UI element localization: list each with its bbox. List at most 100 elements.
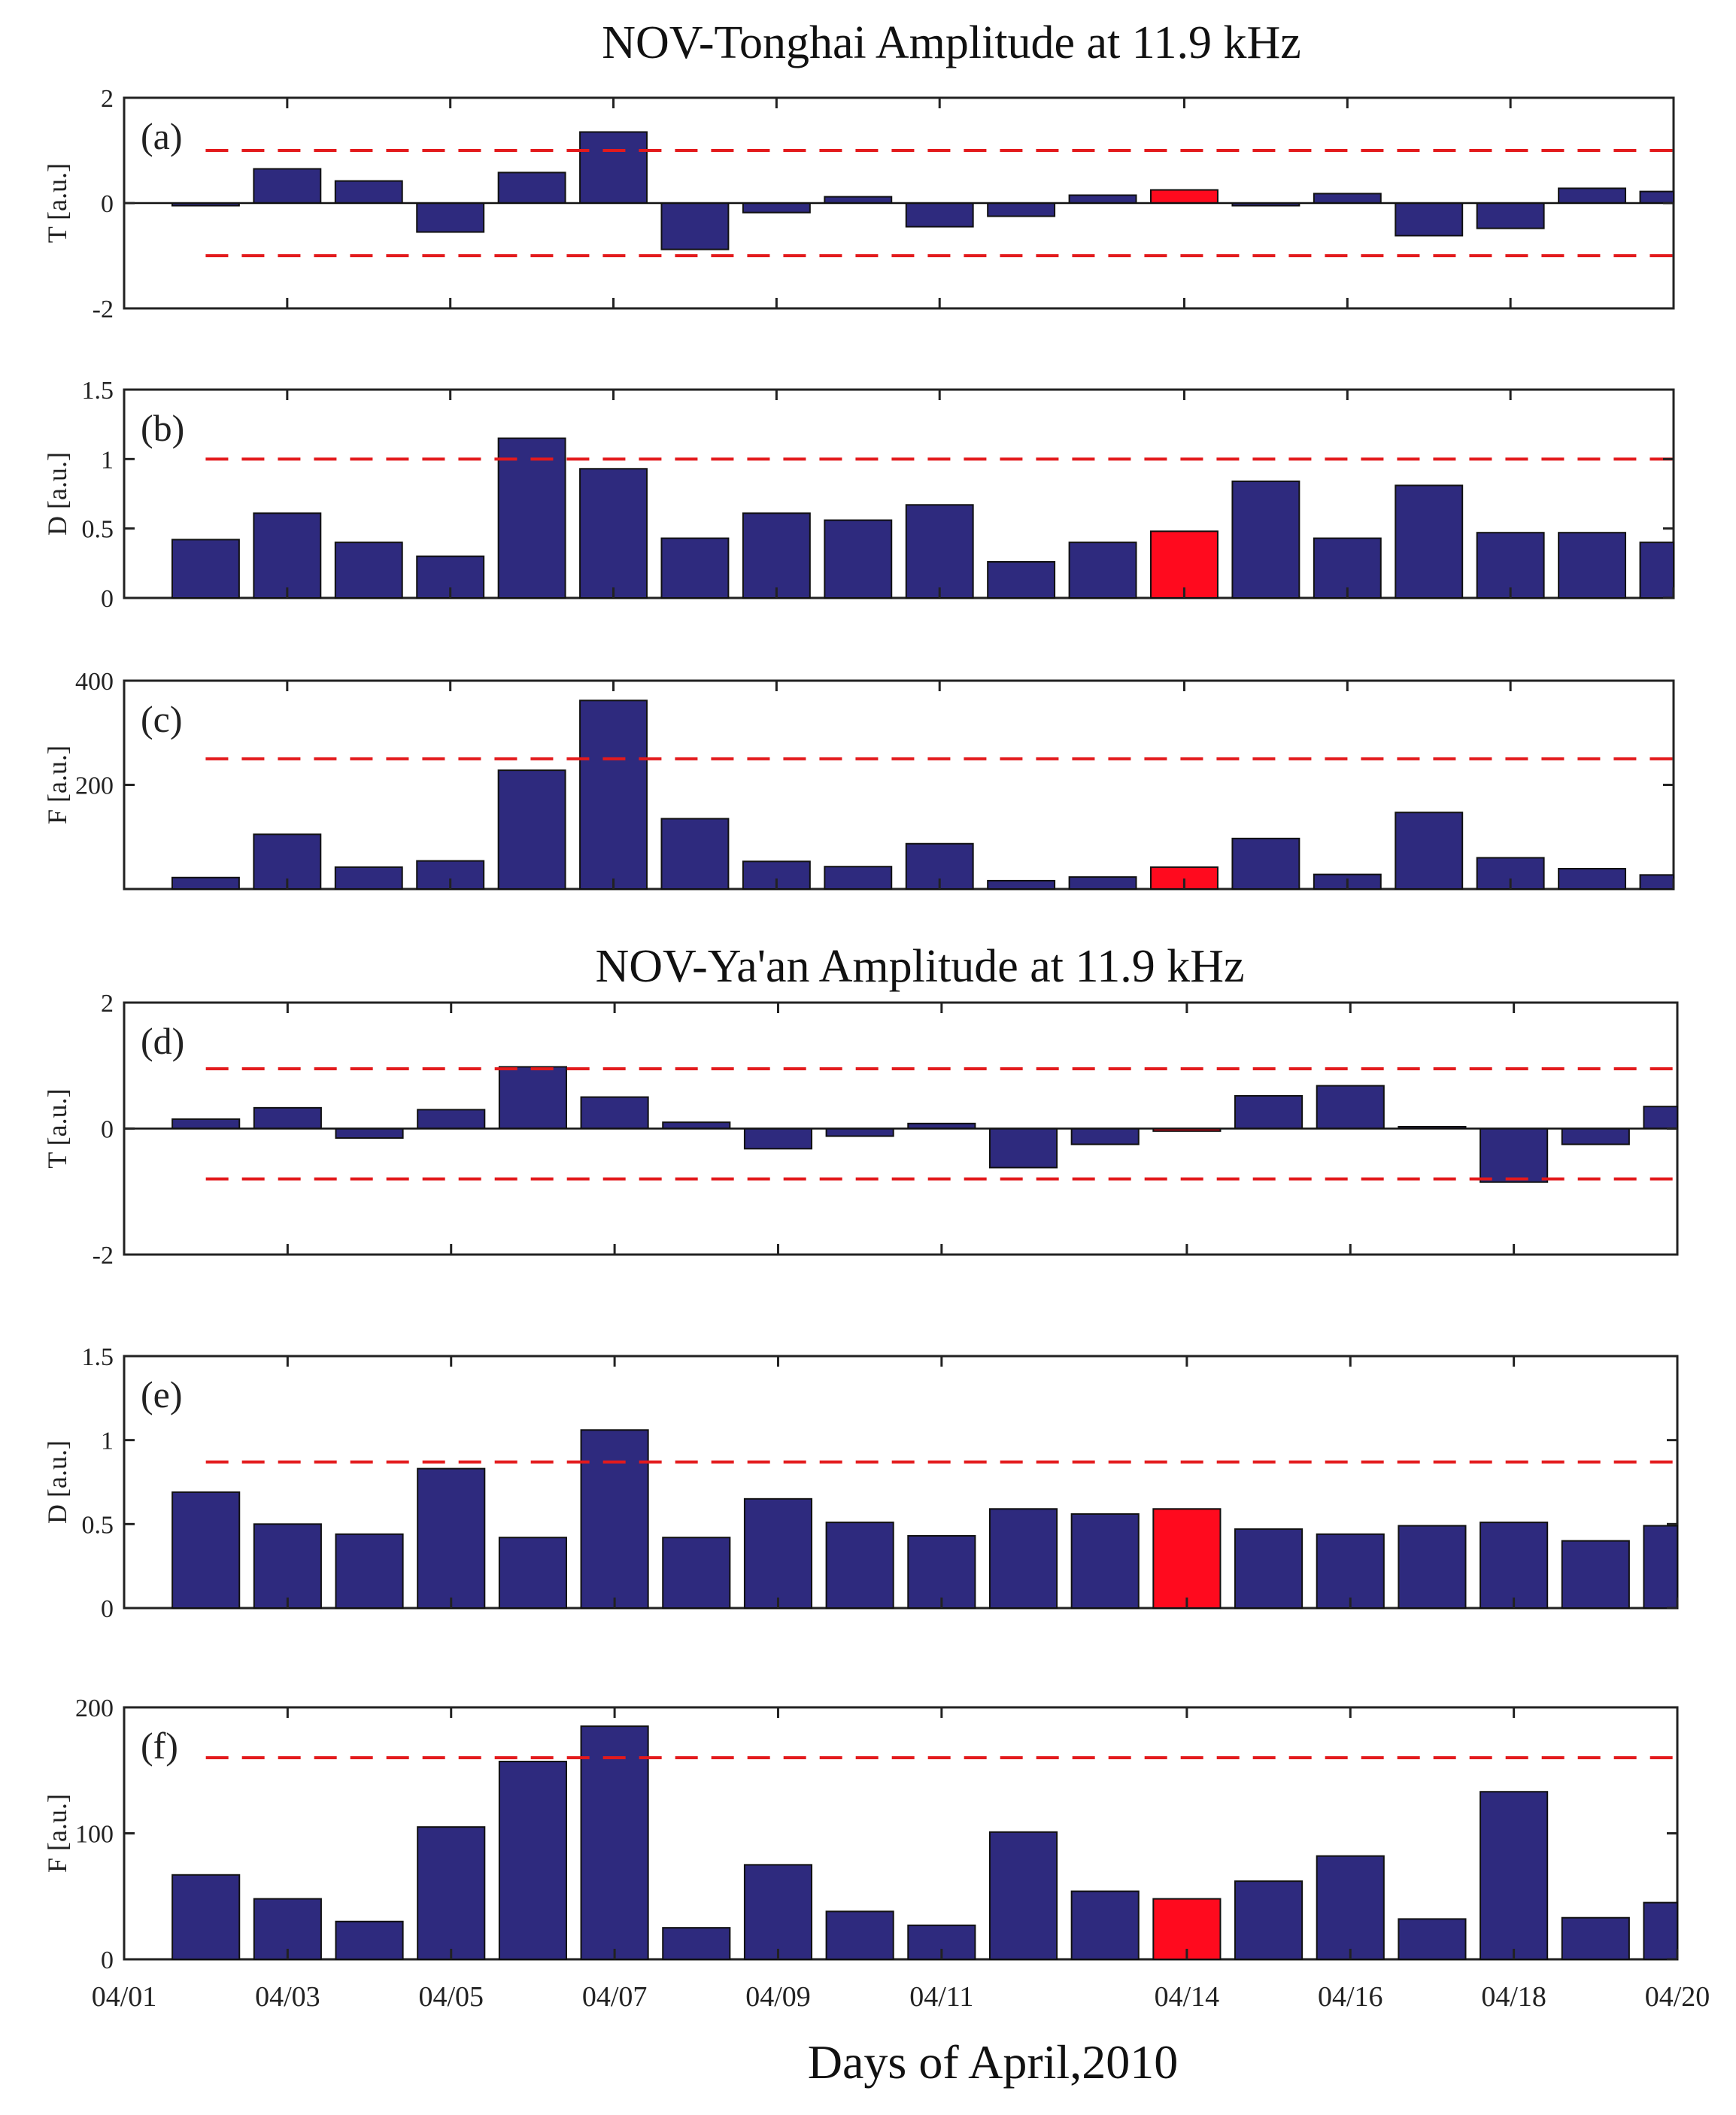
bar-e-04-04: [335, 1533, 404, 1609]
bar-e-04-13: [1070, 1513, 1140, 1610]
xtick-label-04-05: 04/05: [418, 1981, 484, 2013]
bar-e-04-06: [498, 1537, 567, 1609]
panel-f-frame: [123, 1706, 1679, 1961]
xtick-label-04-16: 04/16: [1318, 1981, 1383, 2013]
bar-d-04-06: [498, 1066, 567, 1130]
panel-label-d: (d): [141, 1020, 184, 1062]
ytick-label-c-0: 200: [75, 772, 114, 800]
bar-d-04-18: [1480, 1127, 1549, 1183]
title-yaan: NOV-Ya'an Amplitude at 11.9 kHz: [595, 941, 1245, 992]
bar-a-04-18: [1476, 202, 1545, 229]
xtick-label-04-20: 04/20: [1645, 1981, 1710, 2013]
bar-b-04-13: [1068, 542, 1137, 599]
bar-e-04-10: [825, 1522, 894, 1609]
ytick-label-c-1: 400: [75, 668, 114, 696]
bar-d-04-20: [1643, 1106, 1678, 1130]
ytick-label-b-2: 1: [101, 446, 114, 474]
bar-e-04-02: [171, 1491, 241, 1610]
bar-c-04-13: [1068, 876, 1137, 891]
bar-c-04-04: [334, 866, 403, 891]
bar-c-04-19: [1558, 867, 1627, 891]
ytick-label-a-1: 0: [101, 190, 114, 218]
bar-e-04-07: [580, 1429, 649, 1610]
ytick-label-e-2: 1: [101, 1428, 114, 1455]
bar-a-04-06: [497, 171, 566, 204]
bar-c-04-12: [987, 879, 1056, 891]
bar-f-04-13: [1070, 1890, 1140, 1961]
bar-f-04-05: [417, 1826, 486, 1960]
ytick-label-a-0: -2: [93, 296, 114, 323]
bar-f-04-09: [743, 1864, 813, 1960]
bar-e-04-09: [743, 1497, 813, 1610]
bar-b-04-19: [1558, 532, 1627, 599]
bar-a-04-11: [905, 202, 974, 228]
bar-a-04-20: [1639, 190, 1674, 205]
ytick-label-e-1: 0.5: [82, 1511, 114, 1539]
bar-d-04-08: [662, 1121, 731, 1130]
bar-f-04-08: [662, 1927, 731, 1960]
bar-a-04-16: [1313, 193, 1382, 204]
bar-a-04-05: [416, 202, 485, 233]
bar-f-04-06: [498, 1761, 567, 1960]
bar-a-04-10: [824, 196, 893, 205]
bar-b-04-08: [660, 537, 730, 599]
ylabel-e: D [a.u.]: [42, 1440, 72, 1524]
bar-b-04-17: [1395, 484, 1464, 599]
bar-b-04-04: [334, 542, 403, 599]
bar-b-04-10: [824, 519, 893, 599]
ytick-label-d-1: 0: [101, 1116, 114, 1144]
bar-b-04-07: [579, 468, 648, 599]
bar-e-04-14: [1152, 1508, 1222, 1609]
bar-a-04-17: [1395, 202, 1464, 237]
bar-f-04-07: [580, 1725, 649, 1960]
ylabel-c: F [a.u.]: [42, 745, 72, 824]
bar-f-04-18: [1480, 1791, 1549, 1961]
bar-c-04-07: [579, 699, 648, 890]
bar-b-04-14: [1150, 530, 1219, 599]
bar-e-04-19: [1561, 1540, 1630, 1610]
bar-b-04-12: [987, 560, 1056, 599]
bar-b-04-15: [1231, 480, 1300, 599]
bar-d-04-05: [417, 1109, 486, 1130]
xtick-label-04-11: 04/11: [909, 1981, 973, 2013]
bar-c-04-17: [1395, 812, 1464, 891]
panel-label-e: (e): [141, 1373, 183, 1416]
ytick-label-d-0: -2: [93, 1242, 114, 1270]
bar-a-04-13: [1068, 194, 1137, 204]
bar-d-04-15: [1234, 1094, 1304, 1130]
bar-d-04-10: [825, 1127, 894, 1137]
bar-b-04-02: [171, 539, 240, 599]
xtick-label-04-03: 04/03: [255, 1981, 320, 2013]
bar-b-04-06: [497, 437, 566, 599]
bar-b-04-18: [1476, 532, 1545, 599]
bar-c-04-20: [1639, 874, 1674, 890]
bar-a-04-12: [987, 202, 1056, 217]
bar-d-04-12: [988, 1127, 1058, 1169]
xtick-label-04-07: 04/07: [582, 1981, 648, 2013]
bar-e-04-03: [253, 1523, 322, 1610]
title-tonghai: NOV-Tonghai Amplitude at 11.9 kHz: [602, 17, 1301, 68]
bar-c-04-08: [660, 818, 730, 890]
ylabel-f: F [a.u.]: [42, 1794, 72, 1873]
bar-b-04-20: [1639, 542, 1674, 599]
panel-label-c: (c): [141, 698, 183, 740]
bar-c-04-02: [171, 876, 240, 891]
ytick-label-f-2: 200: [75, 1695, 114, 1722]
x-axis-label: Days of April,2010: [807, 2035, 1179, 2089]
bar-c-04-06: [497, 769, 566, 890]
bar-a-04-19: [1558, 187, 1627, 204]
bar-d-04-09: [743, 1127, 813, 1150]
ylabel-d: T [a.u.]: [42, 1088, 72, 1168]
bar-e-04-17: [1398, 1525, 1467, 1609]
bar-c-04-15: [1231, 837, 1300, 891]
bar-a-04-03: [253, 168, 322, 204]
bar-e-04-11: [907, 1534, 976, 1610]
bar-f-04-04: [335, 1920, 404, 1960]
bar-d-04-02: [171, 1118, 241, 1130]
ytick-label-b-0: 0: [101, 585, 114, 613]
bar-b-04-09: [742, 512, 811, 599]
bar-a-04-07: [579, 131, 648, 204]
xtick-label-04-18: 04/18: [1481, 1981, 1546, 2013]
ylabel-b: D [a.u.]: [42, 452, 72, 536]
